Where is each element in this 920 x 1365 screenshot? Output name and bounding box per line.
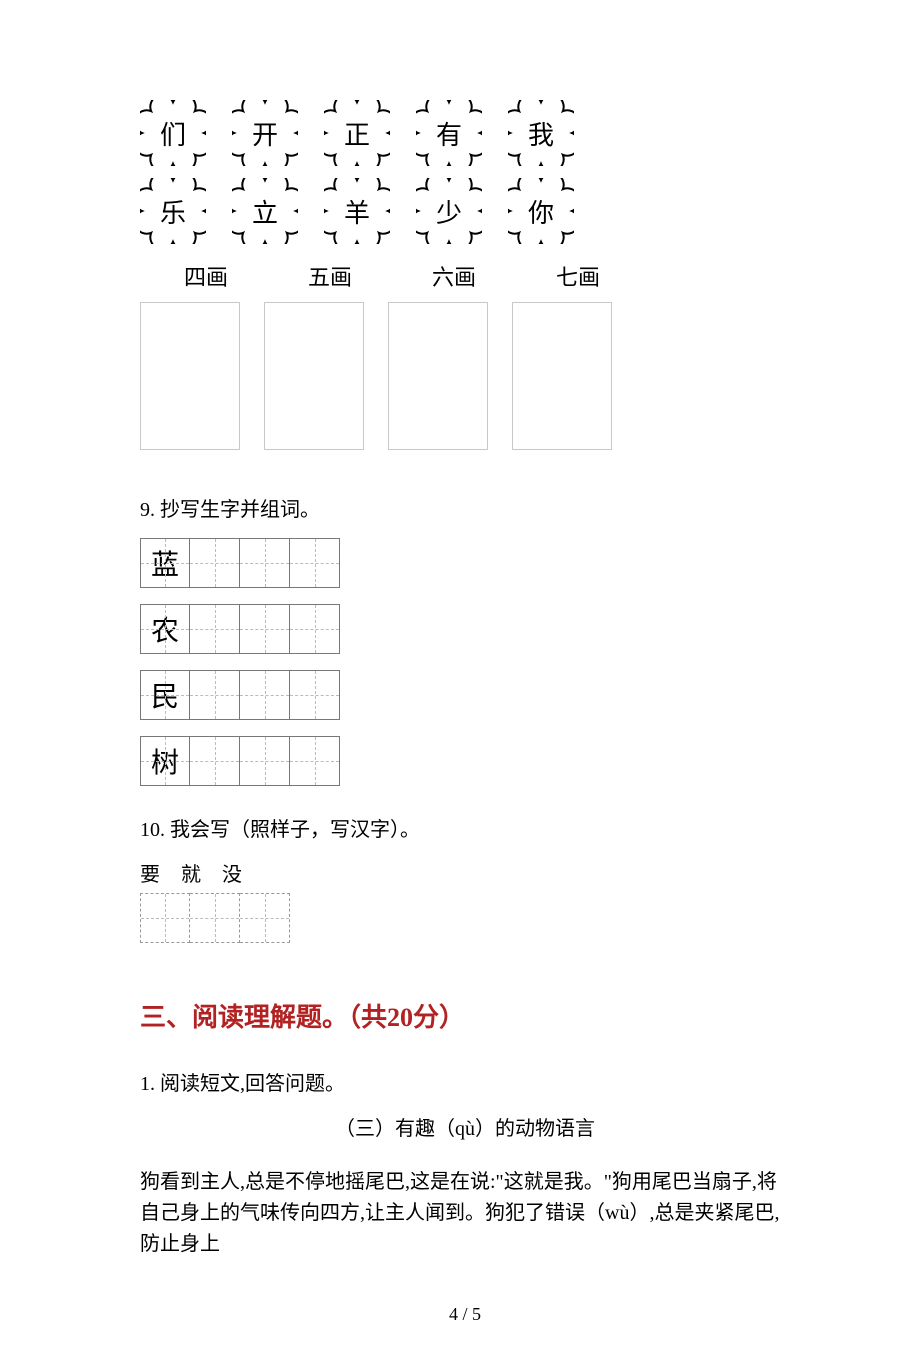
flower-char: 羊 <box>324 178 390 244</box>
tianzi-cell-blank[interactable] <box>190 736 240 786</box>
q10-examples: 要 就 没 <box>140 858 790 887</box>
flower-char: 正 <box>324 100 390 166</box>
passage-body: 狗看到主人,总是不停地摇尾巴,这是在说:"这就是我。"狗用尾巴当扇子,将自己身上… <box>140 1167 790 1260</box>
tianzi-row: 民 <box>140 670 790 720</box>
tianzi-row: 农 <box>140 604 790 654</box>
stroke-label: 六画 <box>410 260 498 292</box>
flower-char: 开 <box>232 100 298 166</box>
tianzi-cell-blank[interactable] <box>190 538 240 588</box>
tianzi-cell-blank[interactable] <box>240 604 290 654</box>
tianzi-cell-blank[interactable] <box>240 538 290 588</box>
tianzi-cell-char: 树 <box>140 736 190 786</box>
flower-cell: 开 <box>232 100 298 166</box>
tianzi-cell-blank[interactable] <box>290 736 340 786</box>
flower-char: 立 <box>232 178 298 244</box>
flower-char: 有 <box>416 100 482 166</box>
section3-q1: 1. 阅读短文,回答问题。 <box>140 1068 790 1100</box>
stroke-boxes-row <box>140 302 790 450</box>
section3-title: 三、阅读理解题。（共20分） <box>140 997 790 1034</box>
q10-text: 10. 我会写（照样子，写汉字）。 <box>140 814 790 846</box>
tianzi-cell-blank[interactable] <box>190 670 240 720</box>
flower-char: 我 <box>508 100 574 166</box>
tianzi-cell-blank[interactable] <box>240 893 290 943</box>
tianzi-cell-blank[interactable] <box>140 893 190 943</box>
page-number: 4 / 5 <box>140 1304 790 1325</box>
tianzi-cell-char: 农 <box>140 604 190 654</box>
flower-row-2: 乐立羊少你 <box>140 178 790 244</box>
q9-text: 9. 抄写生字并组词。 <box>140 494 790 526</box>
stroke-box[interactable] <box>264 302 364 450</box>
q10-blank-row <box>140 893 790 943</box>
tianzi-cell-blank[interactable] <box>290 604 340 654</box>
flower-cell: 少 <box>416 178 482 244</box>
tianzi-cell-blank[interactable] <box>290 670 340 720</box>
flower-cell: 们 <box>140 100 206 166</box>
flower-cell: 立 <box>232 178 298 244</box>
tianzi-cell-blank[interactable] <box>290 538 340 588</box>
flower-cell: 有 <box>416 100 482 166</box>
stroke-box[interactable] <box>140 302 240 450</box>
tianzi-cell-blank[interactable] <box>240 670 290 720</box>
tianzi-cell-blank[interactable] <box>190 893 240 943</box>
q9-grid: 蓝农民树 <box>140 538 790 786</box>
stroke-box[interactable] <box>512 302 612 450</box>
flower-char: 乐 <box>140 178 206 244</box>
tianzi-row: 蓝 <box>140 538 790 588</box>
flower-cell: 正 <box>324 100 390 166</box>
passage-title: （三）有趣（qù）的动物语言 <box>140 1112 790 1141</box>
flower-cell: 你 <box>508 178 574 244</box>
tianzi-cell-char: 民 <box>140 670 190 720</box>
flower-cell: 我 <box>508 100 574 166</box>
flower-char: 们 <box>140 100 206 166</box>
flower-char: 你 <box>508 178 574 244</box>
flower-cell: 乐 <box>140 178 206 244</box>
stroke-labels-row: 四画 五画 六画 七画 <box>140 260 790 292</box>
flower-row-1: 们开正有我 <box>140 100 790 166</box>
tianzi-row: 树 <box>140 736 790 786</box>
tianzi-cell-char: 蓝 <box>140 538 190 588</box>
stroke-box[interactable] <box>388 302 488 450</box>
flower-char: 少 <box>416 178 482 244</box>
tianzi-cell-blank[interactable] <box>240 736 290 786</box>
stroke-label: 四画 <box>162 260 250 292</box>
tianzi-cell-blank[interactable] <box>190 604 240 654</box>
stroke-label: 七画 <box>534 260 622 292</box>
flower-cell: 羊 <box>324 178 390 244</box>
stroke-label: 五画 <box>286 260 374 292</box>
